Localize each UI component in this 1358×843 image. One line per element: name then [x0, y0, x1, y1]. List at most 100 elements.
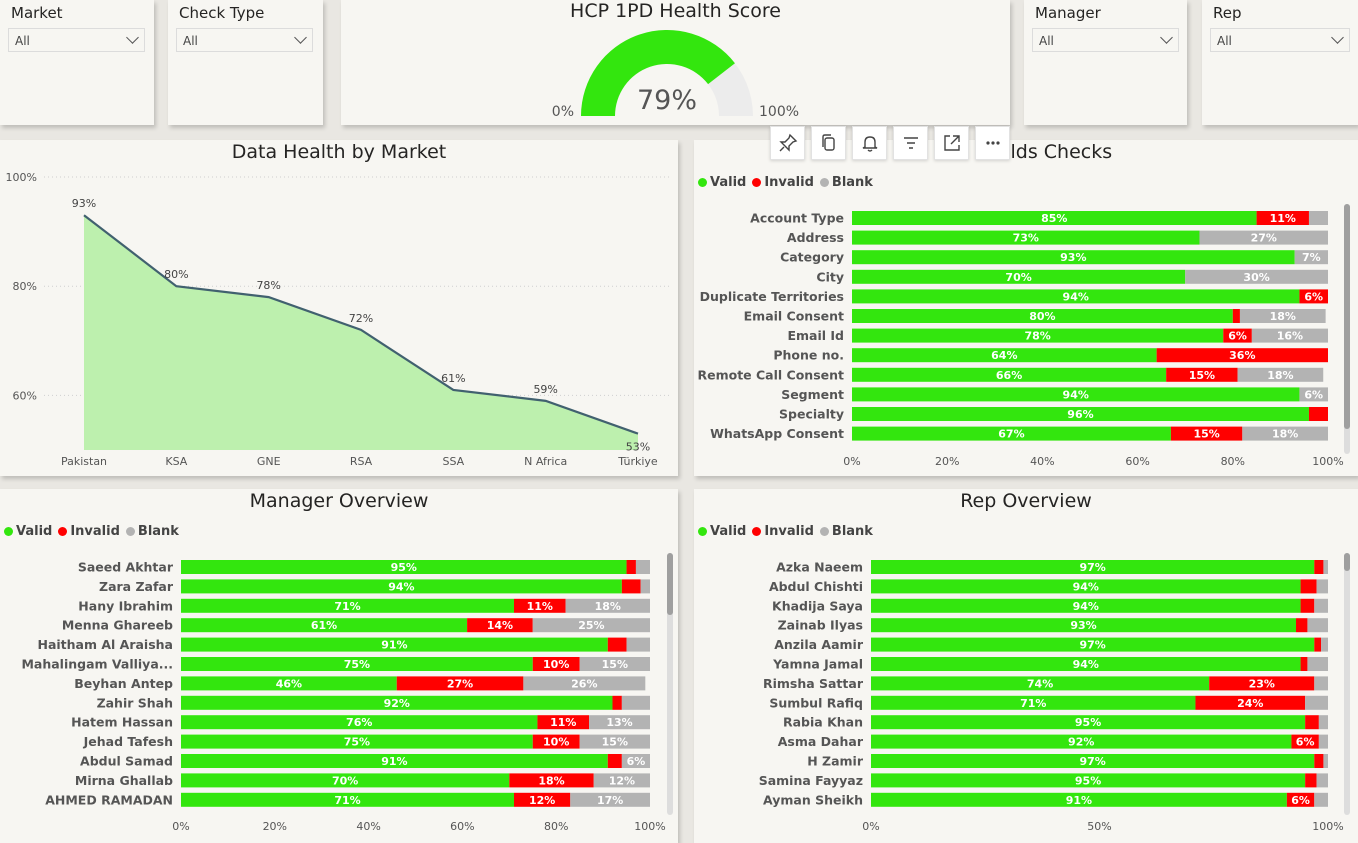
manager-scrollbar[interactable]: [667, 553, 673, 815]
invalid-segment[interactable]: [1256, 211, 1309, 225]
invalid-segment[interactable]: [1296, 618, 1308, 633]
blank-segment[interactable]: [1321, 637, 1328, 652]
valid-segment[interactable]: [871, 598, 1301, 613]
blank-segment[interactable]: [532, 618, 650, 633]
fields-scroll-thumb[interactable]: [1344, 204, 1350, 429]
valid-segment[interactable]: [852, 407, 1309, 421]
invalid-segment[interactable]: [1170, 426, 1243, 441]
blank-segment[interactable]: [621, 695, 650, 710]
invalid-segment[interactable]: [1195, 695, 1306, 710]
valid-segment[interactable]: [871, 792, 1287, 807]
invalid-segment[interactable]: [1314, 637, 1322, 652]
invalid-segment[interactable]: [532, 734, 580, 749]
blank-segment[interactable]: [579, 734, 650, 749]
more-options-button[interactable]: [975, 126, 1010, 160]
blank-segment[interactable]: [635, 560, 650, 574]
blank-segment[interactable]: [1307, 657, 1328, 671]
valid-segment[interactable]: [871, 773, 1306, 788]
valid-segment[interactable]: [181, 754, 608, 768]
blank-segment[interactable]: [1316, 579, 1328, 594]
invalid-segment[interactable]: [1314, 560, 1324, 574]
copy-visual-button[interactable]: [811, 126, 846, 160]
invalid-segment[interactable]: [396, 676, 524, 691]
invalid-segment[interactable]: [1305, 715, 1319, 730]
invalid-segment[interactable]: [1299, 289, 1328, 304]
invalid-segment[interactable]: [1314, 754, 1324, 768]
blank-segment[interactable]: [1318, 734, 1328, 749]
valid-segment[interactable]: [852, 211, 1257, 225]
invalid-segment[interactable]: [1300, 579, 1317, 594]
manager-dropdown[interactable]: All: [1032, 28, 1179, 52]
blank-segment[interactable]: [1314, 792, 1328, 807]
valid-segment[interactable]: [871, 754, 1315, 768]
valid-segment[interactable]: [871, 695, 1196, 710]
valid-segment[interactable]: [871, 579, 1301, 594]
valid-segment[interactable]: [871, 715, 1306, 730]
invalid-segment[interactable]: [509, 773, 594, 788]
blank-segment[interactable]: [1318, 715, 1328, 730]
valid-segment[interactable]: [181, 676, 397, 691]
valid-segment[interactable]: [871, 618, 1297, 633]
rep-scrollbar[interactable]: [1344, 553, 1350, 815]
invalid-segment[interactable]: [1209, 676, 1315, 691]
valid-segment[interactable]: [871, 676, 1210, 691]
pin-button[interactable]: [770, 126, 805, 160]
valid-segment[interactable]: [852, 328, 1224, 343]
blank-segment[interactable]: [523, 676, 646, 691]
valid-segment[interactable]: [852, 367, 1167, 382]
blank-segment[interactable]: [1185, 269, 1328, 284]
blank-segment[interactable]: [1239, 309, 1326, 323]
blank-segment[interactable]: [626, 637, 650, 652]
invalid-segment[interactable]: [626, 560, 636, 574]
blank-segment[interactable]: [1199, 230, 1328, 245]
blank-segment[interactable]: [1237, 367, 1324, 382]
rep-scroll-thumb[interactable]: [1344, 553, 1350, 571]
check-type-dropdown[interactable]: All: [176, 28, 313, 52]
valid-segment[interactable]: [871, 637, 1315, 652]
focus-mode-button[interactable]: [934, 126, 969, 160]
blank-segment[interactable]: [1299, 387, 1328, 402]
invalid-segment[interactable]: [1232, 309, 1240, 323]
valid-segment[interactable]: [871, 734, 1292, 749]
blank-segment[interactable]: [1323, 560, 1328, 574]
fields-scrollbar[interactable]: [1344, 204, 1350, 454]
blank-segment[interactable]: [1314, 598, 1328, 613]
invalid-segment[interactable]: [1305, 773, 1317, 788]
blank-segment[interactable]: [1251, 328, 1328, 343]
invalid-segment[interactable]: [1156, 348, 1328, 363]
valid-segment[interactable]: [181, 598, 514, 613]
valid-segment[interactable]: [852, 269, 1186, 284]
manager-scroll-thumb[interactable]: [667, 553, 673, 615]
invalid-segment[interactable]: [1291, 734, 1319, 749]
valid-segment[interactable]: [852, 289, 1300, 304]
blank-segment[interactable]: [640, 579, 650, 594]
valid-segment[interactable]: [871, 560, 1315, 574]
blank-segment[interactable]: [579, 657, 650, 671]
valid-segment[interactable]: [181, 773, 510, 788]
invalid-segment[interactable]: [513, 792, 571, 807]
invalid-segment[interactable]: [1300, 598, 1315, 613]
invalid-segment[interactable]: [1286, 792, 1315, 807]
invalid-segment[interactable]: [1223, 328, 1252, 343]
blank-segment[interactable]: [1305, 695, 1328, 710]
valid-segment[interactable]: [181, 715, 538, 730]
blank-segment[interactable]: [1314, 676, 1328, 691]
valid-segment[interactable]: [181, 734, 533, 749]
blank-segment[interactable]: [589, 715, 650, 730]
valid-segment[interactable]: [852, 348, 1157, 363]
valid-segment[interactable]: [181, 695, 613, 710]
blank-segment[interactable]: [1307, 618, 1328, 633]
blank-segment[interactable]: [570, 792, 650, 807]
blank-segment[interactable]: [1242, 426, 1328, 441]
invalid-segment[interactable]: [513, 598, 566, 613]
rep-dropdown[interactable]: All: [1210, 28, 1350, 52]
valid-segment[interactable]: [852, 309, 1233, 323]
valid-segment[interactable]: [181, 560, 627, 574]
invalid-segment[interactable]: [1166, 367, 1238, 382]
invalid-segment[interactable]: [621, 579, 641, 594]
blank-segment[interactable]: [565, 598, 650, 613]
valid-segment[interactable]: [181, 792, 514, 807]
valid-segment[interactable]: [181, 618, 468, 633]
blank-segment[interactable]: [1323, 754, 1328, 768]
valid-segment[interactable]: [852, 230, 1200, 245]
